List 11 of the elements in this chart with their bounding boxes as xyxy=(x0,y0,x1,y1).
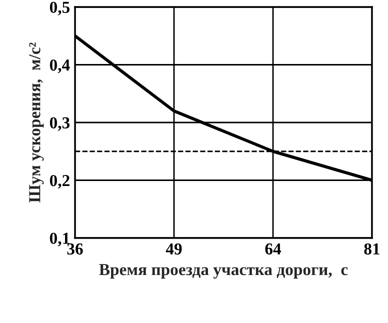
y-axis-title: Шум ускорения, м/с² xyxy=(29,42,44,203)
y-tick-label: 0,1 xyxy=(50,232,70,246)
x-tick-label: 49 xyxy=(166,243,182,255)
x-tick-label: 36 xyxy=(67,243,83,255)
y-tick-label: 0,5 xyxy=(50,2,70,16)
y-tick-label: 0,4 xyxy=(50,59,70,74)
x-axis-title: Время проезда участка дороги, с xyxy=(99,264,348,279)
x-tick-label: 81 xyxy=(364,243,380,255)
x-tick-label: 64 xyxy=(265,243,282,255)
y-tick-label: 0,2 xyxy=(50,174,70,189)
y-tick-label: 0,3 xyxy=(50,117,70,131)
